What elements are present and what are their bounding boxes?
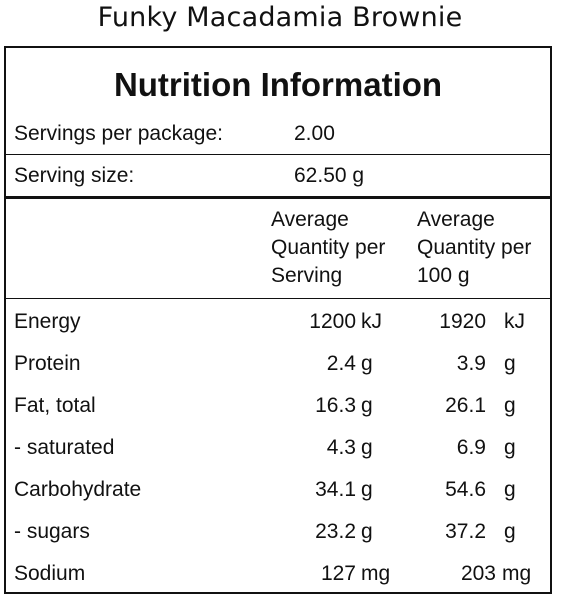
- divider-thick-top: [6, 196, 550, 199]
- row-per100-value: 203: [460, 562, 496, 585]
- row-per100-value: 37.2: [445, 520, 486, 543]
- row-name: Fat, total: [14, 394, 96, 417]
- row-per100-unit: kJ: [504, 310, 525, 333]
- row-serving-unit: g: [361, 394, 373, 417]
- col-header-per-100g-line: 100 g: [417, 264, 470, 287]
- col-header-per-100g-line: Quantity per: [417, 236, 532, 259]
- row-serving-value: 2.4: [326, 352, 356, 375]
- row-name: - sugars: [14, 520, 90, 543]
- row-serving-unit: g: [361, 352, 373, 375]
- product-title: Funky Macadamia Brownie: [97, 2, 463, 33]
- panel-heading: Nutrition Information: [113, 66, 443, 103]
- col-header-per-100g: Average Quantity per 100 g: [417, 206, 531, 290]
- row-serving-value: 23.2: [315, 520, 356, 543]
- row-name: Carbohydrate: [14, 478, 142, 501]
- serving-size-value: 62.50 g: [294, 164, 365, 187]
- row-per100-value: 6.9: [456, 436, 486, 459]
- divider-header: [6, 298, 550, 299]
- row-per100-value: 3.9: [456, 352, 486, 375]
- row-per100-value: 26.1: [445, 394, 486, 417]
- row-serving-value: 127: [320, 562, 356, 585]
- row-serving-unit: g: [361, 478, 373, 501]
- row-serving-unit: mg: [361, 562, 391, 585]
- servings-label: Servings per package:: [14, 122, 223, 145]
- row-serving-value: 34.1: [315, 478, 356, 501]
- row-per100-value: 1920: [439, 310, 486, 333]
- serving-size-label: Serving size:: [14, 164, 135, 187]
- col-header-per-serving-line: Serving: [271, 264, 343, 287]
- col-header-per-serving-line: Average: [271, 208, 349, 231]
- row-name: - saturated: [14, 436, 115, 459]
- row-per100-unit: g: [504, 478, 516, 501]
- row-serving-value: 1200: [309, 310, 356, 333]
- row-serving-value: 16.3: [315, 394, 356, 417]
- row-serving-value: 4.3: [326, 436, 356, 459]
- row-per100-value: 54.6: [445, 478, 486, 501]
- row-serving-unit: g: [361, 436, 373, 459]
- servings-value: 2.00: [294, 122, 335, 145]
- row-per100-unit: g: [504, 352, 516, 375]
- row-name: Energy: [14, 310, 81, 333]
- row-name: Protein: [14, 352, 81, 375]
- row-name: Sodium: [14, 562, 86, 585]
- col-header-per-100g-line: Average: [417, 208, 495, 231]
- row-per100-unit: g: [504, 436, 516, 459]
- row-per100-unit: g: [504, 394, 516, 417]
- row-per100-unit: mg: [502, 562, 532, 585]
- row-serving-unit: g: [361, 520, 373, 543]
- divider-servings: [6, 154, 550, 155]
- row-serving-unit: kJ: [361, 310, 382, 333]
- nutrition-panel: Nutrition Information Servings per packa…: [4, 46, 552, 594]
- col-header-per-serving-line: Quantity per: [271, 236, 386, 259]
- row-per100-unit: g: [504, 520, 516, 543]
- col-header-per-serving: Average Quantity per Serving: [271, 206, 385, 290]
